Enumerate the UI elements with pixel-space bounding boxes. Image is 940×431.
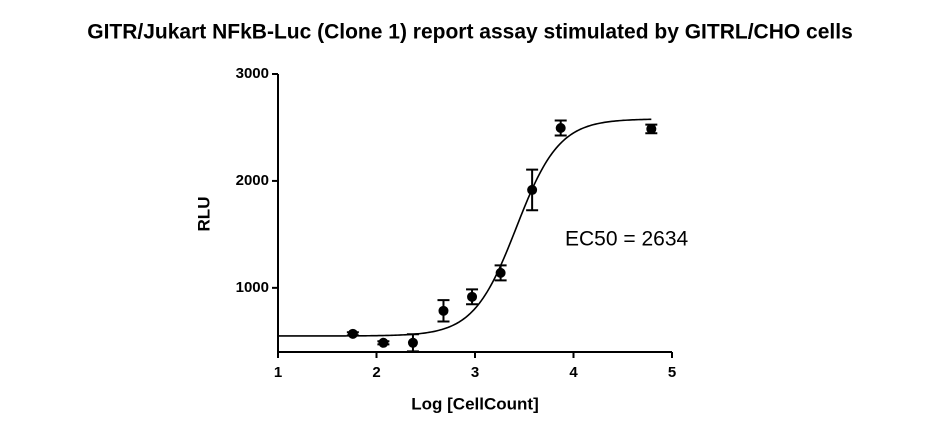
chart-title: GITR/Jukart NFkB-Luc (Clone 1) report as…	[87, 21, 853, 44]
data-point	[555, 122, 566, 133]
y-tick-label: 2000	[236, 172, 269, 189]
fit-curve	[278, 118, 652, 337]
data-point	[527, 184, 538, 195]
x-tick-label: 3	[471, 364, 479, 381]
y-tick-label: 1000	[236, 279, 269, 296]
data-point	[378, 337, 389, 348]
x-tick-label: 5	[668, 364, 676, 381]
data-point	[646, 123, 657, 134]
y-axis-label: RLU	[194, 197, 213, 232]
data-point	[407, 337, 418, 348]
data-point	[438, 305, 449, 316]
x-axis-label: Log [CellCount]	[411, 394, 538, 413]
annotation: EC50 = 2634	[565, 228, 689, 251]
data-point	[467, 291, 478, 302]
data-point	[347, 328, 358, 339]
data-point	[495, 267, 506, 278]
y-tick-label: 3000	[236, 65, 269, 82]
x-tick-label: 4	[569, 364, 578, 381]
x-tick-label: 2	[372, 364, 380, 381]
x-tick-label: 1	[274, 364, 282, 381]
